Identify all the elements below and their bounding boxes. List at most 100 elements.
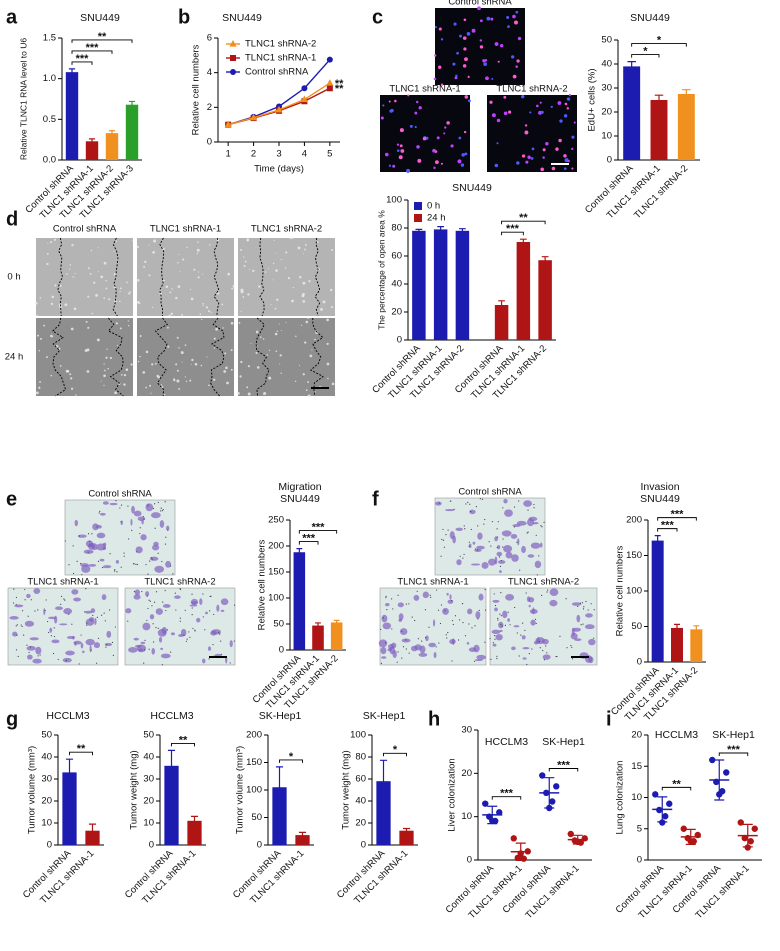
cell-dot (458, 136, 462, 140)
cell-speck (246, 239, 249, 242)
cell-speck (302, 281, 306, 285)
cell-blob (542, 638, 549, 645)
chart-title: SK-Hep1 (259, 710, 302, 722)
bar (85, 830, 100, 845)
y-tick-label: 60 (355, 774, 366, 785)
pore (502, 507, 504, 509)
pore (179, 617, 181, 619)
cell-speck (208, 244, 211, 246)
cell-speck (252, 269, 255, 273)
chart-title: Invasion (640, 481, 679, 493)
cell-dot (394, 99, 397, 103)
cell-blob (102, 565, 112, 569)
cell-speck (74, 273, 76, 275)
bar (164, 765, 179, 845)
cell-speck (285, 251, 288, 254)
cell-blob (104, 642, 113, 647)
cell-speck (276, 298, 279, 301)
cell-dot (482, 59, 486, 63)
cell-blob (96, 532, 106, 539)
cell-blob (133, 510, 142, 517)
pore (491, 521, 494, 523)
panel-chart: a SNU449 Relative TLNC1 RNA level to U6 0.0… (6, 6, 142, 221)
cell-blob (205, 611, 208, 615)
cell-speck (130, 363, 133, 366)
cell-speck (268, 267, 270, 269)
cell-speck (70, 377, 73, 380)
point (723, 769, 730, 776)
y-tick-label: 50 (273, 619, 284, 630)
cell-blob (160, 647, 164, 650)
pore (380, 662, 383, 664)
micrograph (137, 318, 234, 396)
cell-speck (50, 302, 53, 306)
cell-speck (309, 354, 313, 358)
pore (154, 527, 156, 529)
cell-blob (62, 657, 72, 663)
cell-speck (148, 274, 151, 277)
image-label: Control shRNA (458, 487, 522, 498)
y-tick-label: 0 (257, 840, 262, 851)
pore (522, 622, 524, 624)
pore (479, 498, 481, 500)
cell-speck (302, 300, 306, 303)
pore (592, 637, 595, 639)
chart-subtitle: SNU449 (640, 493, 680, 505)
pore (587, 609, 589, 611)
cell-blob (549, 599, 558, 607)
pore (160, 507, 162, 509)
pore (84, 611, 86, 613)
point (741, 834, 748, 842)
error-bar (296, 548, 303, 556)
wound-edge (259, 237, 265, 317)
cell-dot (471, 28, 476, 33)
cell-speck (107, 367, 109, 370)
y-tick-label: 250 (268, 515, 284, 526)
pore (459, 555, 461, 557)
bar (671, 627, 683, 662)
pore (499, 613, 501, 615)
cell-speck (150, 392, 152, 394)
cell-dot (459, 34, 462, 38)
pore (103, 612, 105, 614)
cell-blob (161, 627, 167, 635)
cell-dot (507, 110, 512, 114)
cell-speck (70, 327, 74, 331)
cell-speck (154, 362, 157, 365)
cell-blob (413, 594, 420, 601)
pore (64, 540, 66, 542)
y-axis-label: Liver colonization (447, 758, 458, 831)
cell-blob (380, 646, 387, 655)
y-axis-label: Relative TLNC1 RNA level to U6 (18, 38, 28, 160)
cell-speck (274, 332, 278, 336)
point (300, 95, 309, 103)
cell-speck (304, 244, 307, 246)
pore (92, 614, 94, 617)
cell-blob (14, 604, 24, 608)
cell-dot (494, 163, 499, 168)
cell-blob (26, 645, 36, 651)
cell-speck (69, 268, 71, 270)
pore (60, 603, 62, 605)
pore (167, 529, 169, 531)
cell-blob (468, 543, 472, 549)
pore (391, 598, 393, 600)
cell-speck (237, 392, 240, 395)
cell-dot (530, 156, 534, 160)
pore (440, 555, 442, 557)
pore (546, 652, 548, 654)
pore (155, 626, 157, 629)
pore (150, 557, 152, 559)
cell-speck (159, 289, 161, 291)
y-tick-label: 1.5 (43, 33, 56, 44)
cell-blob (522, 657, 527, 660)
cell-speck (268, 376, 272, 380)
wound-edge (159, 237, 165, 317)
cell-blob (43, 608, 46, 616)
significance: ** (335, 78, 344, 90)
pore (229, 662, 231, 664)
y-tick-label: 0 (361, 840, 366, 851)
cell-blob (494, 556, 498, 565)
pore (502, 546, 504, 548)
pore (470, 528, 472, 531)
